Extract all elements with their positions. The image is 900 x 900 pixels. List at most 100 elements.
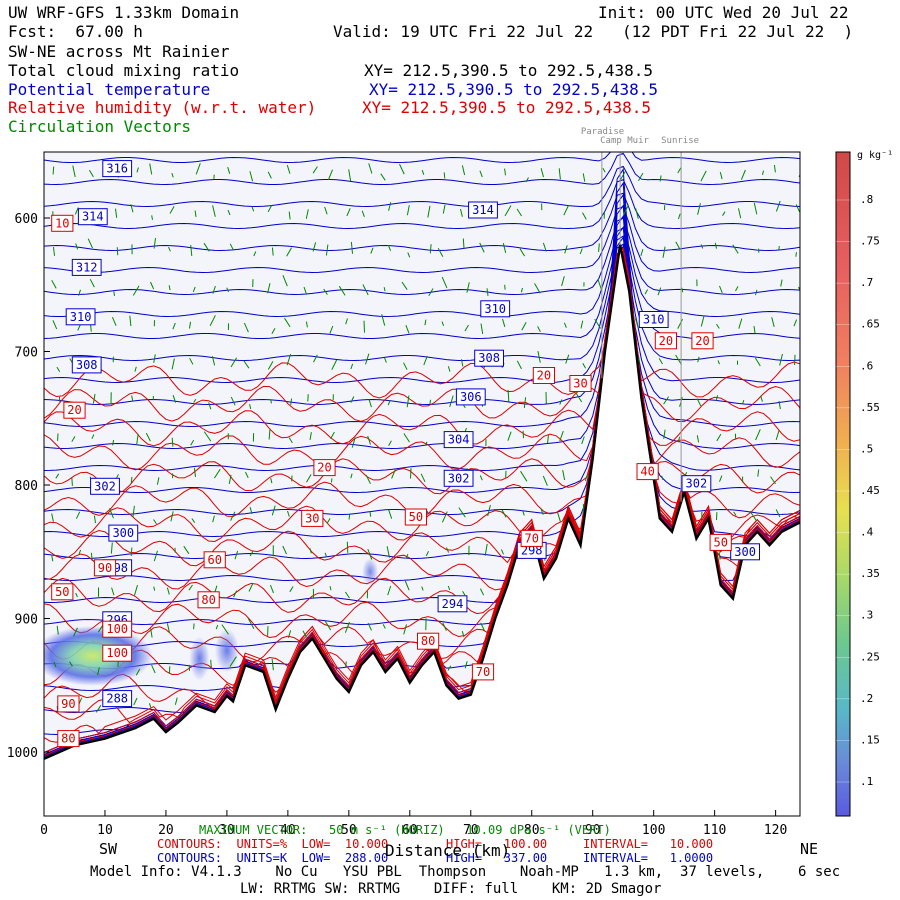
- theta-contour-label-box: [77, 208, 108, 226]
- circulation-vector: [51, 513, 54, 522]
- circulation-vector: [534, 283, 541, 294]
- circulation-vector: [51, 554, 54, 562]
- circulation-vector: [331, 359, 338, 370]
- circulation-vector: [659, 175, 662, 182]
- ne-end-label: NE: [800, 840, 819, 858]
- theta-contour-label-box: [681, 475, 712, 493]
- circulation-vector: [149, 163, 153, 175]
- rh-contour: [44, 250, 800, 724]
- circulation-vector: [386, 546, 390, 558]
- rh-contour-label: 80: [421, 634, 435, 648]
- circulation-vector: [313, 354, 318, 363]
- circulation-vector: [732, 244, 739, 254]
- circulation-vector: [153, 550, 158, 562]
- theta-contour-label: 310: [484, 302, 506, 316]
- cloud-region: [214, 628, 239, 673]
- circulation-vector: [362, 284, 369, 296]
- rh-contour-label-box: [102, 644, 133, 662]
- circulation-vector: [581, 436, 585, 445]
- rh-contour-label: 40: [640, 465, 654, 479]
- circulation-vector: [172, 395, 176, 403]
- theta-contour-label-box: [730, 543, 761, 561]
- circulation-vector: [677, 318, 684, 329]
- rh-contour-label: 60: [207, 553, 221, 567]
- circulation-vector: [677, 213, 681, 220]
- circulation-vector: [153, 586, 156, 591]
- x-tick-label: 90: [585, 823, 601, 838]
- circulation-vector: [329, 325, 334, 334]
- circulation-vector: [309, 432, 312, 440]
- rh-contour-label: 20: [537, 369, 551, 383]
- circulation-vector: [361, 210, 365, 217]
- rh-contour-label: 100: [106, 646, 128, 660]
- theta-contour: [44, 152, 800, 164]
- circulation-vector: [130, 547, 133, 556]
- circulation-vector: [116, 247, 119, 256]
- circulation-vector: [89, 278, 95, 288]
- circulation-vector: [303, 286, 308, 295]
- circulation-vector: [381, 314, 386, 326]
- circulation-vector: [112, 439, 115, 446]
- circulation-vector: [327, 169, 333, 181]
- circulation-vector: [350, 396, 355, 403]
- colorbar-label: .25: [860, 650, 880, 663]
- theta-contour: [44, 178, 800, 230]
- rh-contours-info: CONTOURS: UNITS=% LOW= 10.000: [157, 837, 389, 851]
- x-tick-label: 80: [524, 823, 540, 838]
- rh-contour-label: 20: [695, 334, 709, 348]
- circulation-vector: [56, 625, 59, 635]
- circulation-vector: [229, 656, 237, 667]
- circulation-vector: [253, 251, 257, 257]
- theta-contour: [44, 217, 800, 296]
- colorbar-label: .5: [860, 442, 873, 455]
- circulation-vector: [75, 511, 81, 519]
- circulation-vector: [271, 328, 276, 334]
- circulation-vector: [346, 208, 351, 217]
- circulation-vector: [88, 169, 94, 178]
- circulation-vector: [480, 622, 485, 631]
- circulation-vector: [312, 242, 317, 252]
- xy-coords-rh: XY= 212.5,390.5 to 292.5,438.5: [362, 98, 651, 117]
- circulation-vector: [516, 208, 523, 217]
- circulation-vector: [136, 433, 139, 446]
- circulation-vector: [189, 321, 191, 329]
- circulation-vector: [580, 320, 584, 329]
- circulation-vector: [464, 324, 469, 332]
- circulation-vector: [421, 169, 425, 175]
- circulation-vector: [268, 428, 271, 440]
- circulation-vector: [542, 475, 548, 486]
- circulation-vector: [638, 357, 640, 363]
- circulation-vector: [795, 204, 800, 213]
- circulation-vector: [383, 287, 386, 292]
- circulation-vector: [602, 167, 606, 173]
- rh-contours-high: HIGH= 100.00: [446, 837, 548, 851]
- theta-contour-label: 310: [70, 310, 92, 324]
- circulation-vector: [565, 354, 570, 364]
- circulation-vector: [540, 507, 544, 515]
- circulation-vector: [166, 623, 170, 634]
- circulation-vector: [193, 623, 195, 630]
- circulation-vector: [447, 585, 451, 591]
- circulation-vector: [584, 474, 588, 482]
- circulation-vector: [403, 624, 407, 635]
- circulation-vector: [73, 627, 78, 637]
- circulation-vector: [423, 355, 428, 366]
- circulation-vector: [348, 514, 351, 520]
- colorbar-label: .8: [860, 193, 873, 206]
- circulation-vector: [248, 582, 254, 592]
- plot-contents: [44, 152, 800, 816]
- circulation-vector: [480, 323, 484, 334]
- circulation-vector: [344, 591, 350, 599]
- circulation-vector: [387, 244, 392, 251]
- circulation-vector: [658, 358, 663, 365]
- circulation-vector: [401, 281, 408, 290]
- circulation-vector: [755, 429, 761, 441]
- theta-contour-label-box: [468, 201, 498, 219]
- circulation-vector: [346, 541, 349, 553]
- rh-contour-label: 80: [201, 593, 215, 607]
- circulation-vector: [287, 510, 290, 517]
- circulation-vector: [326, 518, 331, 524]
- circulation-vector: [228, 474, 232, 484]
- circulation-vector: [559, 399, 563, 405]
